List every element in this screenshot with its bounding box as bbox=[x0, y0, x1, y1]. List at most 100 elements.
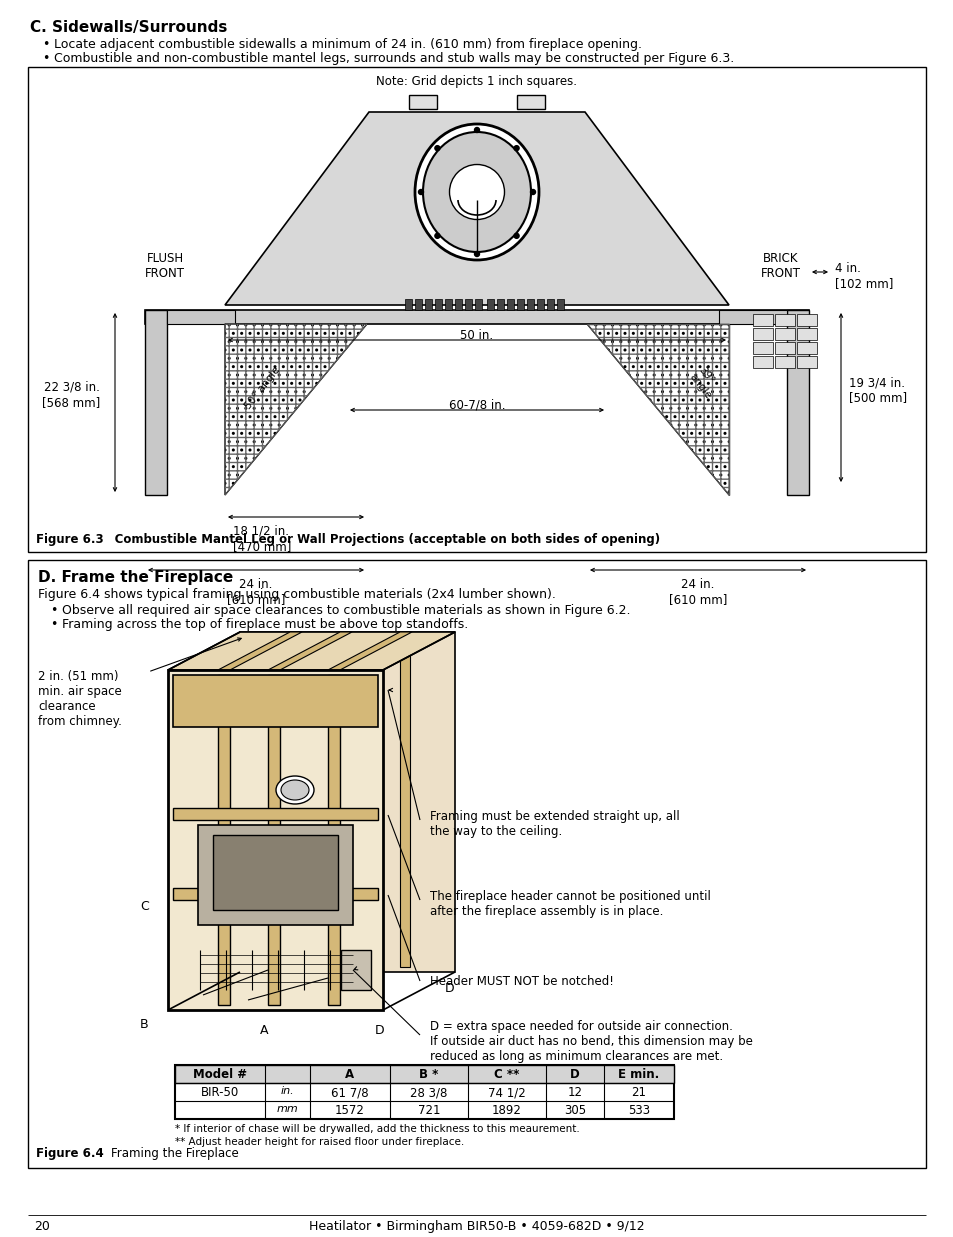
Text: Combustible Mantel Leg or Wall Projections (acceptable on both sides of opening): Combustible Mantel Leg or Wall Projectio… bbox=[94, 532, 659, 546]
Text: Heatilator • Birmingham BIR50-B • 4059-682D • 9/12: Heatilator • Birmingham BIR50-B • 4059-6… bbox=[309, 1220, 644, 1233]
Polygon shape bbox=[268, 632, 352, 670]
Bar bbox=[557, 299, 563, 310]
Text: 18 1/2 in.
[470 mm]: 18 1/2 in. [470 mm] bbox=[233, 524, 291, 553]
Text: 1892: 1892 bbox=[492, 1103, 521, 1117]
Bar bbox=[796, 356, 816, 367]
Bar bbox=[774, 328, 794, 340]
Bar bbox=[172, 888, 377, 901]
Bar bbox=[145, 310, 167, 495]
Text: 24 in.
[610 mm]: 24 in. [610 mm] bbox=[227, 578, 285, 606]
Bar bbox=[786, 310, 808, 495]
Bar bbox=[497, 299, 503, 310]
Text: 28 3/8: 28 3/8 bbox=[410, 1086, 447, 1098]
Text: D. Frame the Fireplace: D. Frame the Fireplace bbox=[38, 570, 233, 585]
Text: C **: C ** bbox=[494, 1068, 519, 1081]
Text: * If interior of chase will be drywalled, add the thickness to this meaurement.: * If interior of chase will be drywalled… bbox=[174, 1124, 579, 1134]
Text: •: • bbox=[42, 38, 50, 51]
Text: 12: 12 bbox=[567, 1086, 582, 1098]
Bar bbox=[752, 341, 772, 354]
Bar bbox=[752, 314, 772, 327]
Text: BIR-50: BIR-50 bbox=[201, 1086, 239, 1098]
Text: mm: mm bbox=[276, 1103, 298, 1115]
Text: C: C bbox=[140, 901, 149, 913]
Bar bbox=[174, 1065, 673, 1119]
Text: Framing must be extended straight up, all
the way to the ceiling.: Framing must be extended straight up, al… bbox=[430, 810, 679, 837]
Text: Observe all required air space clearances to combustible materials as shown in F: Observe all required air space clearance… bbox=[62, 604, 630, 617]
Bar bbox=[405, 299, 412, 310]
Text: Locate adjacent combustible sidewalls a minimum of 24 in. (610 mm) from fireplac: Locate adjacent combustible sidewalls a … bbox=[54, 38, 641, 51]
Polygon shape bbox=[240, 632, 455, 972]
Text: E min.: E min. bbox=[618, 1068, 659, 1081]
Circle shape bbox=[474, 127, 479, 132]
Bar bbox=[455, 299, 461, 310]
Bar bbox=[218, 675, 230, 1004]
Text: 21: 21 bbox=[631, 1086, 646, 1098]
Bar bbox=[486, 299, 494, 310]
Bar bbox=[290, 637, 299, 967]
Bar bbox=[475, 299, 481, 310]
Text: •: • bbox=[42, 52, 50, 66]
Text: Header MUST NOT be notched!: Header MUST NOT be notched! bbox=[430, 975, 613, 988]
Ellipse shape bbox=[281, 781, 309, 800]
Bar bbox=[752, 356, 772, 367]
Text: 2 in. (51 mm)
min. air space
clearance
from chimney.: 2 in. (51 mm) min. air space clearance f… bbox=[38, 670, 122, 729]
Text: 305: 305 bbox=[563, 1103, 585, 1117]
Text: Framing across the top of fireplace must be above top standoffs.: Framing across the top of fireplace must… bbox=[62, 618, 468, 631]
Text: Combustible and non-combustible mantel legs, surrounds and stub walls may be con: Combustible and non-combustible mantel l… bbox=[54, 52, 734, 66]
Bar bbox=[339, 637, 350, 967]
Text: 20: 20 bbox=[34, 1220, 50, 1233]
Bar bbox=[409, 95, 436, 109]
Text: 60-7/8 in.: 60-7/8 in. bbox=[448, 400, 505, 412]
Bar bbox=[198, 825, 353, 925]
Bar bbox=[546, 299, 554, 310]
Text: •: • bbox=[50, 618, 57, 631]
Circle shape bbox=[530, 189, 535, 194]
Ellipse shape bbox=[449, 165, 504, 219]
Bar bbox=[172, 808, 377, 820]
Circle shape bbox=[418, 189, 423, 194]
Text: 74 1/2: 74 1/2 bbox=[488, 1086, 525, 1098]
Ellipse shape bbox=[275, 776, 314, 804]
Bar bbox=[526, 299, 534, 310]
Text: ** Adjust header height for raised floor under fireplace.: ** Adjust header height for raised floor… bbox=[174, 1137, 464, 1147]
Bar bbox=[174, 1065, 673, 1084]
Text: 50 in.: 50 in. bbox=[460, 329, 493, 341]
Bar bbox=[796, 314, 816, 327]
Ellipse shape bbox=[415, 124, 538, 260]
Bar bbox=[774, 314, 794, 327]
Bar bbox=[328, 675, 339, 1004]
Text: 533: 533 bbox=[627, 1103, 649, 1117]
Text: Figure 6.3: Figure 6.3 bbox=[36, 532, 104, 546]
Polygon shape bbox=[218, 632, 302, 670]
Text: Figure 6.4: Figure 6.4 bbox=[36, 1148, 104, 1160]
Text: 50° angle: 50° angle bbox=[243, 365, 282, 411]
Bar bbox=[399, 637, 410, 967]
Bar bbox=[752, 328, 772, 340]
Bar bbox=[340, 950, 371, 990]
Text: B *: B * bbox=[419, 1068, 438, 1081]
Bar bbox=[415, 299, 421, 310]
Text: 39°
angle: 39° angle bbox=[686, 365, 721, 401]
Bar bbox=[444, 299, 452, 310]
Text: C. Sidewalls/Surrounds: C. Sidewalls/Surrounds bbox=[30, 20, 227, 35]
Polygon shape bbox=[168, 632, 455, 670]
Circle shape bbox=[514, 146, 518, 151]
Bar bbox=[506, 299, 514, 310]
Text: A: A bbox=[260, 1024, 268, 1037]
Text: A: A bbox=[345, 1068, 355, 1081]
Text: Figure 6.4 shows typical framing using combustible materials (2x4 lumber shown).: Figure 6.4 shows typical framing using c… bbox=[38, 588, 556, 601]
Circle shape bbox=[435, 234, 439, 239]
Polygon shape bbox=[328, 632, 412, 670]
Bar bbox=[719, 310, 786, 324]
Text: The fireplace header cannot be positioned until
after the fireplace assembly is : The fireplace header cannot be positione… bbox=[430, 889, 710, 918]
Text: Framing the Fireplace: Framing the Fireplace bbox=[96, 1148, 238, 1160]
Text: 721: 721 bbox=[417, 1103, 439, 1117]
Polygon shape bbox=[225, 324, 367, 495]
Text: 61 7/8: 61 7/8 bbox=[331, 1086, 369, 1098]
Bar bbox=[537, 299, 543, 310]
Bar bbox=[172, 675, 377, 727]
Text: Model #: Model # bbox=[193, 1068, 247, 1081]
Ellipse shape bbox=[422, 132, 531, 252]
Bar bbox=[464, 299, 472, 310]
Bar bbox=[213, 835, 337, 910]
